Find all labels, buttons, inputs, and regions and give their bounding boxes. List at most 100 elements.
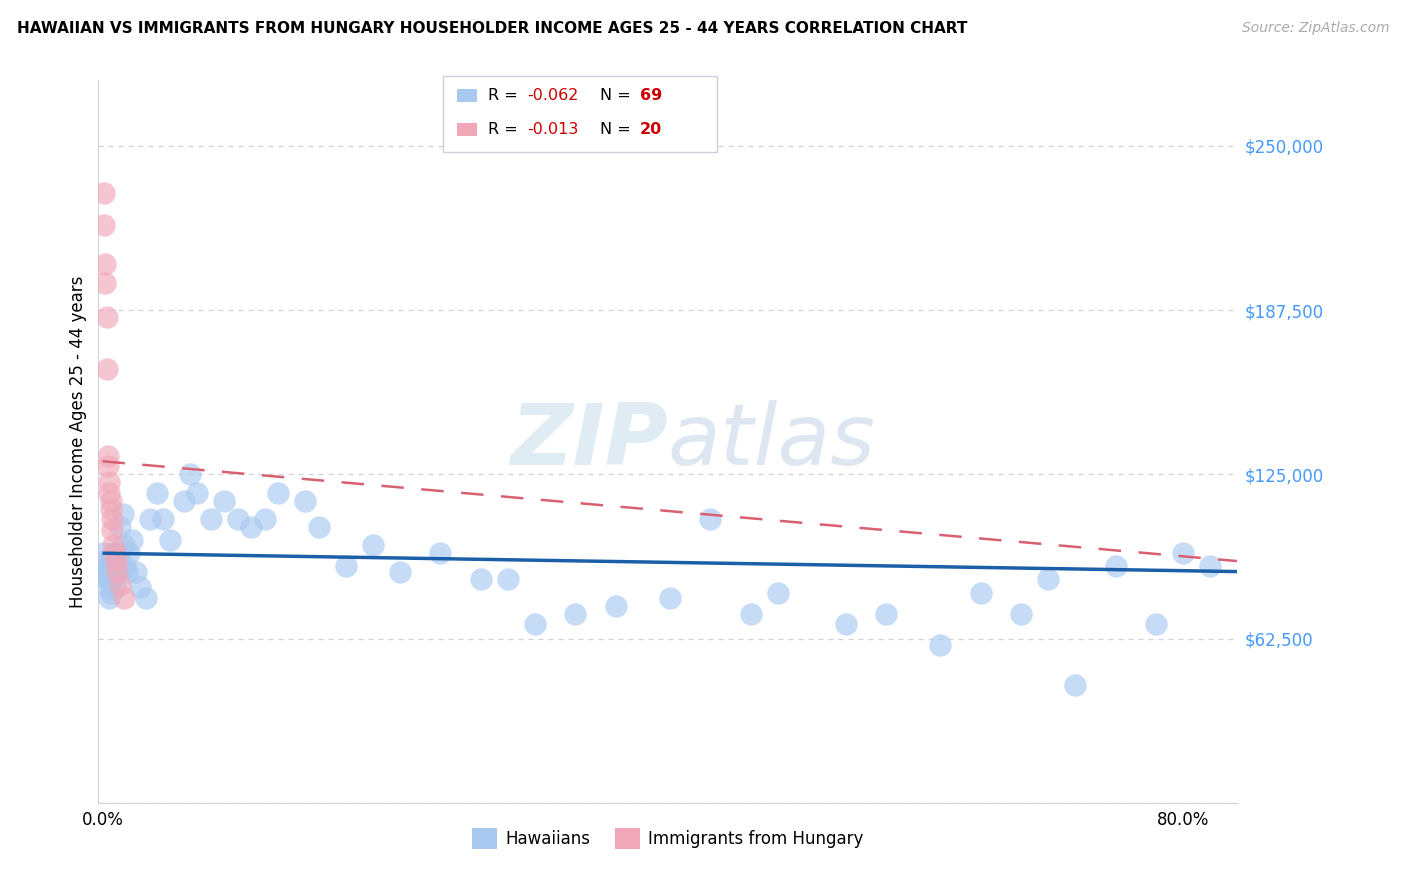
Point (834, 617, 856, 632)
Point (875, 607, 897, 621)
Point (699, 512, 721, 526)
Point (1199, 559, 1222, 574)
Text: -0.013: -0.013 (527, 122, 579, 136)
Y-axis label: Householder Income Ages 25 - 44 years: Householder Income Ages 25 - 44 years (69, 276, 87, 607)
Point (429, 546, 451, 560)
Text: HAWAIIAN VS IMMIGRANTS FROM HUNGARY HOUSEHOLDER INCOME AGES 25 - 44 YEARS CORREL: HAWAIIAN VS IMMIGRANTS FROM HUNGARY HOUS… (17, 21, 967, 37)
Point (94, 565, 117, 579)
Point (145, 485, 167, 500)
Point (605, 599, 627, 613)
Point (253, 512, 276, 526)
Point (173, 493, 195, 508)
Point (159, 533, 181, 547)
Point (105, 565, 128, 579)
Point (335, 559, 357, 574)
Point (93, 186, 115, 201)
Point (107, 554, 129, 568)
Point (97, 580, 120, 594)
Point (103, 546, 125, 560)
Point (98, 485, 121, 500)
Text: atlas: atlas (668, 400, 876, 483)
Point (361, 538, 384, 552)
Point (308, 520, 330, 534)
Point (496, 573, 519, 587)
Point (121, 533, 143, 547)
Point (294, 493, 316, 508)
Point (267, 485, 290, 500)
Point (101, 565, 124, 579)
Point (97, 459, 120, 474)
Point (100, 554, 122, 568)
Point (118, 546, 141, 560)
Point (388, 565, 411, 579)
Point (200, 512, 222, 526)
Legend: Hawaiians, Immigrants from Hungary: Hawaiians, Immigrants from Hungary (472, 829, 863, 848)
Point (100, 493, 122, 508)
Point (108, 578, 131, 592)
Text: Source: ZipAtlas.com: Source: ZipAtlas.com (1241, 21, 1389, 36)
Point (93, 546, 115, 560)
Point (93, 218, 115, 232)
Point (135, 591, 157, 605)
Point (115, 565, 138, 579)
Point (1144, 617, 1167, 632)
Point (125, 565, 148, 579)
Point (103, 559, 125, 574)
Point (658, 591, 681, 605)
Point (139, 512, 162, 526)
Point (1105, 559, 1128, 574)
Point (98, 573, 121, 587)
Point (100, 501, 122, 516)
Point (101, 523, 124, 537)
Text: 20: 20 (640, 122, 662, 136)
Text: R =: R = (488, 122, 523, 136)
Point (969, 585, 991, 599)
Text: N =: N = (600, 88, 637, 103)
Point (104, 580, 127, 594)
Text: N =: N = (600, 122, 637, 136)
Text: R =: R = (488, 88, 523, 103)
Point (1064, 677, 1087, 691)
Point (1010, 607, 1032, 621)
Point (179, 467, 201, 482)
Point (104, 546, 127, 560)
Point (104, 565, 127, 579)
Point (100, 585, 122, 599)
Point (97, 449, 120, 463)
Point (111, 507, 134, 521)
Point (470, 573, 492, 587)
Text: -0.062: -0.062 (527, 88, 579, 103)
Point (240, 520, 263, 534)
Point (129, 580, 152, 594)
Point (226, 512, 249, 526)
Point (186, 485, 208, 500)
Point (94, 276, 117, 290)
Point (104, 546, 127, 560)
Point (98, 475, 121, 490)
Point (929, 638, 952, 652)
Text: ZIP: ZIP (510, 400, 668, 483)
Point (212, 493, 235, 508)
Point (101, 573, 124, 587)
Point (104, 554, 127, 568)
Point (98, 591, 121, 605)
Point (96, 573, 118, 587)
Point (96, 310, 118, 324)
Point (766, 585, 789, 599)
Point (108, 520, 131, 534)
Point (97, 565, 120, 579)
Point (103, 538, 125, 552)
Point (101, 512, 124, 526)
Point (96, 362, 118, 376)
Point (94, 554, 117, 568)
Point (152, 512, 174, 526)
Point (105, 565, 128, 579)
Point (1036, 573, 1059, 587)
Point (740, 607, 762, 621)
Point (112, 538, 135, 552)
Point (96, 559, 118, 574)
Point (564, 607, 586, 621)
Point (112, 591, 135, 605)
Point (114, 559, 136, 574)
Text: 69: 69 (640, 88, 662, 103)
